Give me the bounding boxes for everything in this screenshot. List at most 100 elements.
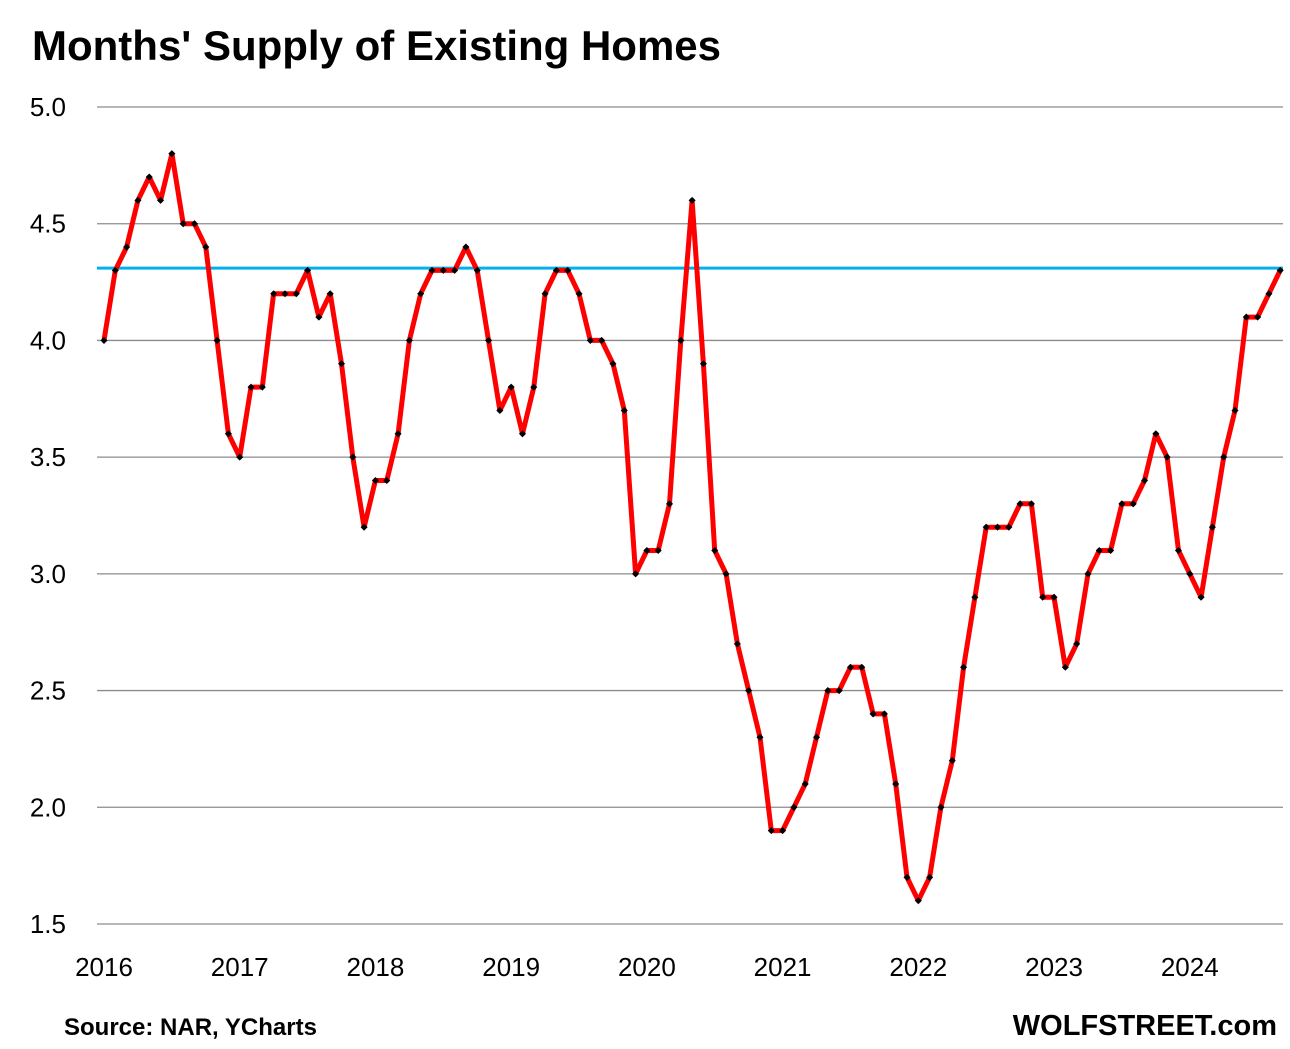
data-point bbox=[745, 687, 753, 695]
data-point bbox=[360, 523, 368, 531]
data-point bbox=[722, 570, 730, 578]
data-point bbox=[134, 196, 142, 204]
data-point bbox=[926, 873, 934, 881]
data-point bbox=[292, 290, 300, 298]
x-tick-label: 2023 bbox=[1025, 952, 1083, 982]
data-point bbox=[428, 266, 436, 274]
data-point bbox=[439, 266, 447, 274]
data-point bbox=[609, 360, 617, 368]
data-point bbox=[948, 757, 956, 765]
data-point bbox=[202, 243, 210, 251]
x-tick-label: 2024 bbox=[1161, 952, 1219, 982]
data-point bbox=[654, 546, 662, 555]
data-point bbox=[100, 336, 108, 344]
data-point bbox=[971, 593, 979, 601]
data-point bbox=[564, 266, 572, 274]
series-layer bbox=[101, 151, 1283, 904]
data-point bbox=[620, 406, 628, 414]
data-point bbox=[552, 266, 560, 274]
x-tick-label: 2020 bbox=[618, 952, 676, 982]
data-point bbox=[179, 220, 187, 228]
data-point bbox=[213, 336, 221, 344]
data-point bbox=[394, 430, 402, 438]
x-tick-label: 2016 bbox=[75, 952, 133, 982]
data-point bbox=[598, 336, 606, 344]
data-point bbox=[258, 383, 266, 391]
data-point bbox=[168, 150, 176, 158]
data-point bbox=[541, 290, 549, 298]
data-point bbox=[507, 383, 515, 391]
data-point bbox=[157, 196, 165, 204]
data-point bbox=[281, 290, 289, 298]
data-point bbox=[665, 500, 674, 508]
y-tick-label: 2.0 bbox=[30, 792, 66, 822]
data-point bbox=[790, 803, 798, 811]
data-point bbox=[145, 173, 153, 181]
data-point bbox=[643, 546, 651, 555]
marker-layer bbox=[100, 150, 1284, 905]
data-point bbox=[677, 336, 685, 344]
y-tick-label: 5.0 bbox=[30, 92, 66, 122]
data-point bbox=[451, 266, 459, 274]
data-point bbox=[937, 803, 945, 811]
data-point bbox=[417, 290, 425, 298]
data-point bbox=[405, 336, 413, 344]
y-tick-label: 1.5 bbox=[30, 909, 66, 939]
data-point bbox=[315, 313, 323, 321]
data-point bbox=[123, 243, 131, 251]
x-tick-label: 2021 bbox=[754, 952, 812, 982]
data-point bbox=[1005, 523, 1013, 531]
data-point bbox=[903, 873, 911, 881]
data-point bbox=[632, 570, 640, 578]
data-point bbox=[349, 453, 357, 461]
data-point bbox=[518, 430, 527, 438]
data-point bbox=[337, 360, 346, 368]
data-point bbox=[869, 710, 877, 718]
series-line bbox=[101, 151, 1283, 904]
data-point bbox=[756, 733, 764, 741]
data-point bbox=[892, 780, 900, 788]
data-point bbox=[858, 663, 866, 671]
brand-watermark: WOLFSTREET.com bbox=[1012, 1010, 1277, 1042]
data-point bbox=[190, 220, 199, 228]
y-tick-label: 4.5 bbox=[30, 209, 66, 239]
data-point bbox=[880, 710, 888, 718]
data-point bbox=[485, 336, 493, 344]
data-point bbox=[247, 383, 255, 391]
data-point bbox=[111, 266, 119, 274]
data-point bbox=[699, 360, 707, 368]
data-point bbox=[801, 780, 809, 788]
data-point bbox=[779, 827, 787, 835]
data-point bbox=[473, 266, 481, 274]
data-point bbox=[835, 687, 843, 695]
data-point bbox=[326, 290, 334, 298]
y-tick-label: 2.5 bbox=[30, 676, 66, 706]
data-point bbox=[688, 196, 696, 204]
y-axis-tick-labels: 1.5 2.0 2.5 3.0 3.5 4.0 4.5 5.0 bbox=[30, 92, 66, 939]
gridlines bbox=[97, 106, 1283, 925]
source-note: Source: NAR, YCharts bbox=[64, 1014, 317, 1041]
chart-title: Months' Supply of Existing Homes bbox=[32, 22, 722, 69]
x-tick-label: 2018 bbox=[347, 952, 405, 982]
x-tick-label: 2017 bbox=[211, 952, 269, 982]
data-point bbox=[270, 290, 278, 298]
data-point bbox=[993, 523, 1002, 531]
data-point bbox=[224, 430, 232, 438]
data-point bbox=[371, 476, 379, 485]
x-tick-label: 2019 bbox=[482, 952, 540, 982]
data-point bbox=[767, 827, 775, 835]
data-point bbox=[462, 243, 470, 251]
data-point bbox=[586, 336, 594, 344]
data-point bbox=[914, 897, 922, 905]
data-point bbox=[846, 663, 854, 671]
y-tick-label: 3.0 bbox=[30, 559, 66, 589]
data-point bbox=[496, 406, 504, 414]
x-axis-tick-labels: 2016 2017 2018 2019 2020 2021 2022 2023 2024 bbox=[75, 952, 1219, 982]
data-point bbox=[575, 290, 583, 298]
y-tick-label: 4.0 bbox=[30, 325, 66, 355]
data-point bbox=[982, 523, 990, 531]
data-point bbox=[824, 687, 832, 695]
data-point bbox=[711, 546, 719, 555]
y-tick-label: 3.5 bbox=[30, 442, 66, 472]
